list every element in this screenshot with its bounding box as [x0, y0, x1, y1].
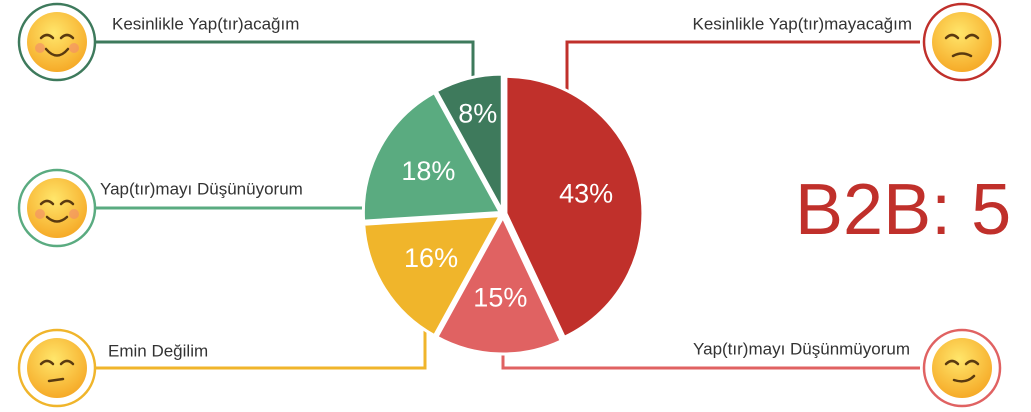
emoji-face	[932, 338, 992, 398]
emoji-face	[932, 12, 992, 72]
emoji-mouth	[47, 377, 65, 383]
emoji	[17, 2, 97, 82]
pie-slice	[361, 90, 503, 223]
emoji-mouth	[44, 47, 70, 57]
legend-label: Yap(tır)mayı Düşünmüyorum	[693, 339, 910, 358]
emoji-face	[27, 12, 87, 72]
data-label: 18%	[401, 156, 455, 186]
callout-line	[95, 40, 475, 80]
emoji-mouth	[45, 215, 69, 223]
emoji	[17, 328, 97, 408]
emoji-mouth	[952, 374, 976, 383]
callout-line	[565, 40, 920, 95]
legend-label: Kesinlikle Yap(tır)acağım	[112, 14, 299, 33]
pie-slice	[362, 213, 504, 338]
emoji	[17, 168, 97, 248]
emoji-eye	[944, 33, 980, 40]
data-label: 15%	[473, 282, 527, 312]
data-label: 43%	[559, 179, 613, 209]
emoji-cheek	[35, 209, 45, 219]
legend-label: Yap(tır)mayı Düşünüyorum	[100, 179, 303, 198]
pie-slice	[434, 213, 564, 356]
emoji-face	[27, 338, 87, 398]
annotation: B2B: 5	[795, 170, 1011, 250]
emoji-cheek	[69, 209, 79, 219]
emoji-eye	[39, 359, 75, 366]
callout-line	[95, 325, 427, 370]
data-label: 16%	[404, 243, 458, 273]
emoji	[922, 328, 1002, 408]
data-label: 8%	[458, 99, 497, 129]
emoji-cheek	[35, 43, 45, 53]
pie-slice	[504, 74, 645, 340]
emoji-mouth	[951, 52, 973, 58]
emoji-eye	[944, 359, 980, 366]
legend-label: Emin Değilim	[108, 341, 208, 360]
legend-label: Kesinlikle Yap(tır)mayacağım	[692, 14, 912, 33]
emoji-eye	[39, 199, 75, 206]
emoji-face	[27, 178, 87, 238]
emoji-cheek	[69, 43, 79, 53]
emoji-eye	[39, 33, 75, 40]
pie-slice	[434, 72, 504, 212]
emoji	[922, 2, 1002, 82]
